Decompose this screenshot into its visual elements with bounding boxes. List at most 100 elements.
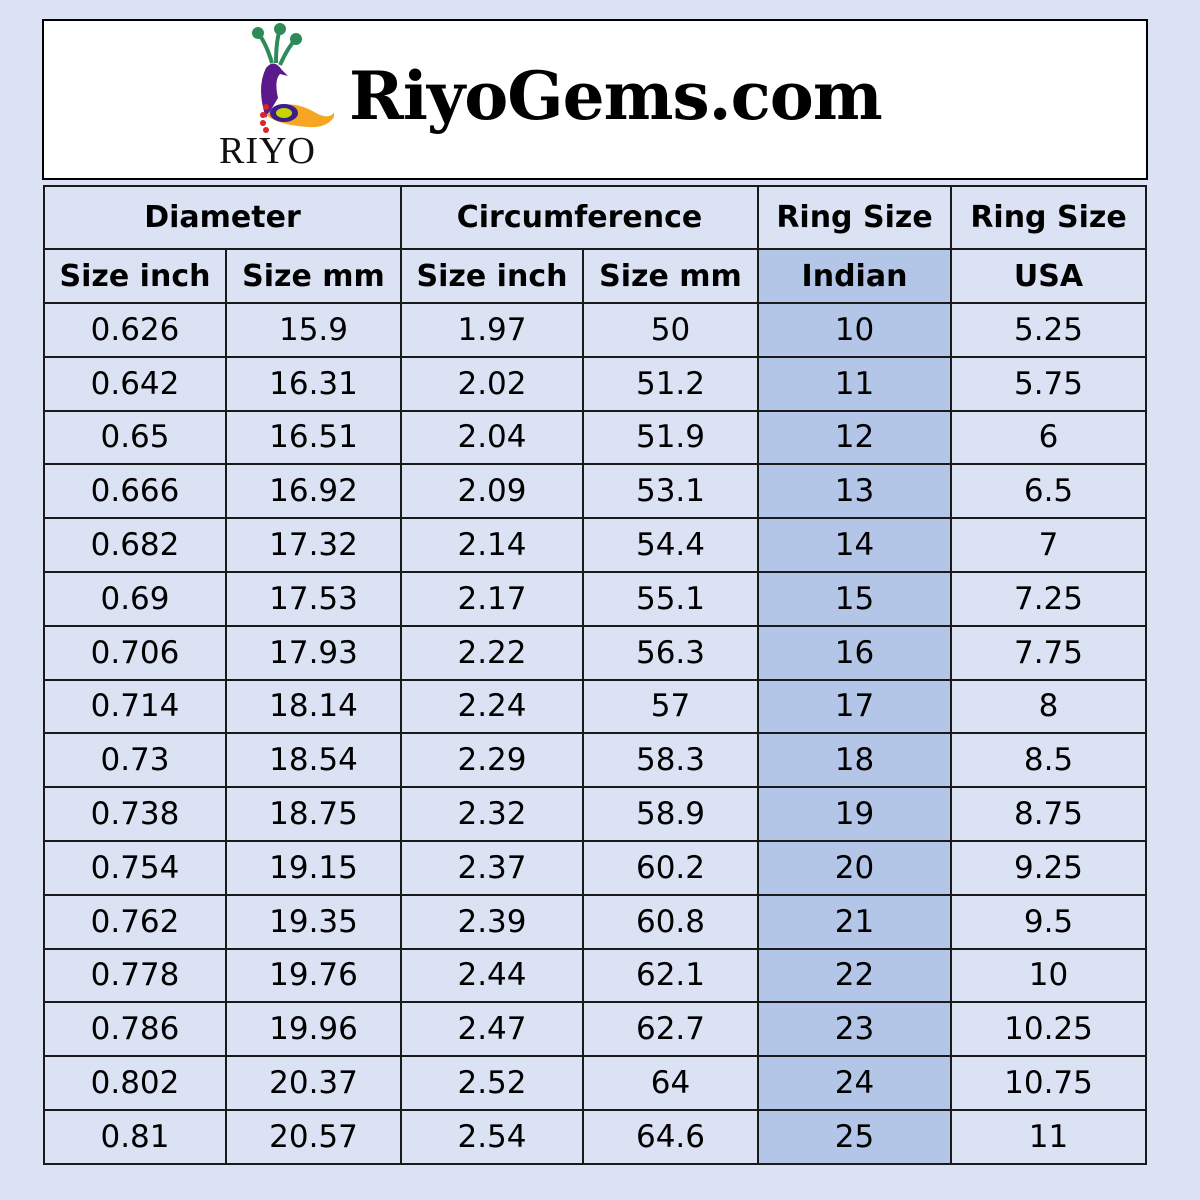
table-cell: 18.14 — [225, 678, 402, 735]
table-cell: 0.714 — [43, 678, 227, 735]
table-cell: 22 — [757, 947, 952, 1004]
subheader: USA — [950, 248, 1147, 304]
table-cell: 0.754 — [43, 839, 227, 896]
table-cell: 60.8 — [582, 893, 759, 950]
table-cell: 18.54 — [225, 732, 402, 789]
table-cell: 6.5 — [950, 463, 1147, 520]
table-row: 0.73 18.54 2.29 58.3 18 8.5 — [43, 732, 1147, 789]
table-cell: 62.1 — [582, 947, 759, 1004]
table-row: 0.786 19.96 2.47 62.7 23 10.25 — [43, 1001, 1147, 1058]
table-cell: 15.9 — [225, 302, 402, 358]
table-cell: 0.626 — [43, 302, 227, 358]
table-row: 0.642 16.31 2.02 51.2 11 5.75 — [43, 355, 1147, 412]
header-diameter: Diameter — [43, 185, 402, 250]
table-cell: 0.73 — [43, 732, 227, 789]
table-row: 0.802 20.37 2.52 64 24 10.75 — [43, 1055, 1147, 1111]
table-cell: 1.97 — [400, 302, 584, 358]
table-cell: 55.1 — [582, 570, 759, 627]
table-cell: 0.762 — [43, 893, 227, 950]
table-cell: 10 — [757, 302, 952, 358]
table-cell: 0.778 — [43, 947, 227, 1004]
table-cell: 6 — [950, 409, 1147, 466]
table-cell: 2.39 — [400, 893, 584, 950]
table-cell: 17.32 — [225, 517, 402, 573]
table-cell: 53.1 — [582, 463, 759, 520]
table-cell: 2.14 — [400, 517, 584, 573]
table-cell: 10.75 — [950, 1055, 1147, 1111]
table-cell: 20.37 — [225, 1055, 402, 1111]
table-cell: 19.35 — [225, 893, 402, 950]
table-cell: 0.642 — [43, 355, 227, 412]
table-cell: 9.25 — [950, 839, 1147, 896]
table-cell: 2.17 — [400, 570, 584, 627]
table-cell: 64 — [582, 1055, 759, 1111]
table-cell: 11 — [757, 355, 952, 412]
subheader: Size inch — [400, 248, 584, 304]
table-cell: 7 — [950, 517, 1147, 573]
table-cell: 2.24 — [400, 678, 584, 735]
peacock-icon — [252, 23, 334, 133]
table-cell: 0.786 — [43, 1001, 227, 1058]
header-ring-size-usa: Ring Size — [950, 185, 1147, 250]
table-cell: 8.5 — [950, 732, 1147, 789]
table-row: 0.69 17.53 2.17 55.1 15 7.25 — [43, 570, 1147, 627]
table-cell: 64.6 — [582, 1108, 759, 1165]
table-cell: 7.25 — [950, 570, 1147, 627]
table-row: 0.81 20.57 2.54 64.6 25 11 — [43, 1108, 1147, 1165]
table-cell: 17 — [757, 678, 952, 735]
table-cell: 16.51 — [225, 409, 402, 466]
table-cell: 16.31 — [225, 355, 402, 412]
table-cell: 19.76 — [225, 947, 402, 1004]
table-cell: 19.96 — [225, 1001, 402, 1058]
brand-banner: RIYO RiyoGems.com — [42, 19, 1148, 180]
table-cell: 51.2 — [582, 355, 759, 412]
ring-size-table: Diameter Circumference Ring Size Ring Si… — [43, 185, 1147, 1165]
table-row: 0.626 15.9 1.97 50 10 5.25 — [43, 302, 1147, 358]
table-cell: 2.09 — [400, 463, 584, 520]
table-cell: 18.75 — [225, 786, 402, 842]
table-cell: 10.25 — [950, 1001, 1147, 1058]
header-ring-size-indian: Ring Size — [757, 185, 952, 250]
table-row: 0.738 18.75 2.32 58.9 19 8.75 — [43, 786, 1147, 842]
table-cell: 54.4 — [582, 517, 759, 573]
table-cell: 7.75 — [950, 624, 1147, 681]
table-row: 0.706 17.93 2.22 56.3 16 7.75 — [43, 624, 1147, 681]
logo-wordmark: RIYO — [219, 130, 316, 172]
table-cell: 16.92 — [225, 463, 402, 520]
subheader: Indian — [757, 248, 952, 304]
table-cell: 19 — [757, 786, 952, 842]
table-cell: 2.02 — [400, 355, 584, 412]
table-cell: 20 — [757, 839, 952, 896]
table-cell: 13 — [757, 463, 952, 520]
table-cell: 2.32 — [400, 786, 584, 842]
table-cell: 8.75 — [950, 786, 1147, 842]
table-cell: 60.2 — [582, 839, 759, 896]
table-cell: 23 — [757, 1001, 952, 1058]
table-row: 0.65 16.51 2.04 51.9 12 6 — [43, 409, 1147, 466]
subheader: Size inch — [43, 248, 227, 304]
table-cell: 58.9 — [582, 786, 759, 842]
table-cell: 2.44 — [400, 947, 584, 1004]
table-row: 0.714 18.14 2.24 57 17 8 — [43, 678, 1147, 735]
table-cell: 14 — [757, 517, 952, 573]
table-cell: 24 — [757, 1055, 952, 1111]
header-circumference: Circumference — [400, 185, 759, 250]
table-cell: 18 — [757, 732, 952, 789]
table-cell: 17.53 — [225, 570, 402, 627]
table-cell: 2.29 — [400, 732, 584, 789]
table-cell: 51.9 — [582, 409, 759, 466]
table-cell: 12 — [757, 409, 952, 466]
table-cell: 2.52 — [400, 1055, 584, 1111]
table-cell: 0.706 — [43, 624, 227, 681]
table-row: 0.762 19.35 2.39 60.8 21 9.5 — [43, 893, 1147, 950]
table-cell: 58.3 — [582, 732, 759, 789]
table-cell: 0.65 — [43, 409, 227, 466]
table-cell: 0.69 — [43, 570, 227, 627]
table-cell: 8 — [950, 678, 1147, 735]
table-cell: 25 — [757, 1108, 952, 1165]
table-cell: 56.3 — [582, 624, 759, 681]
table-cell: 17.93 — [225, 624, 402, 681]
table-cell: 2.37 — [400, 839, 584, 896]
table-cell: 16 — [757, 624, 952, 681]
table-cell: 57 — [582, 678, 759, 735]
